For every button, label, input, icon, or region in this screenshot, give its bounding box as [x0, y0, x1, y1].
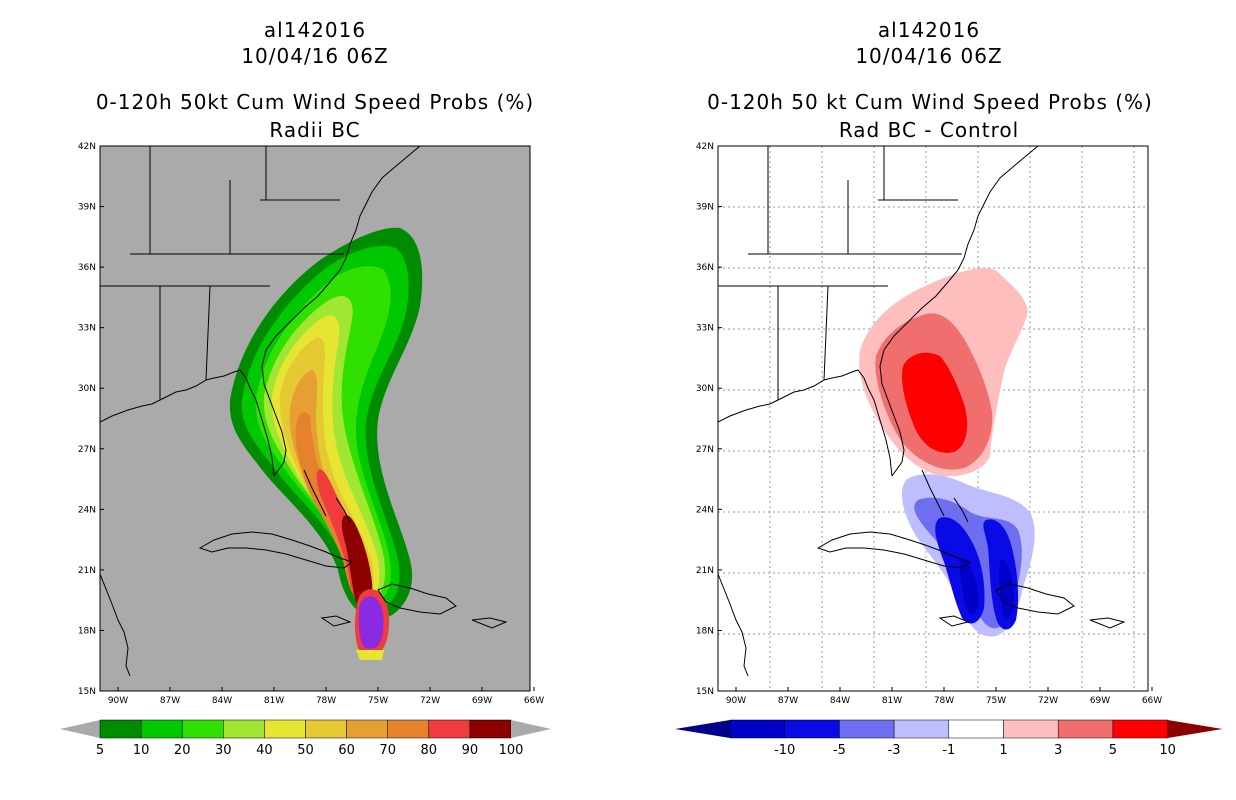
right-colorbar-swatch: [729, 719, 785, 739]
left-lon-label: 72W: [420, 696, 440, 706]
right-lat-label: 18N: [696, 626, 714, 636]
right-colorbar-swatch: [1112, 719, 1168, 739]
left-lon-label: 81W: [264, 696, 284, 706]
right-colorbar-label: -3: [888, 743, 901, 758]
left-lat-label: 21N: [78, 566, 96, 576]
left-datetime: 10/04/16 06Z: [241, 44, 389, 68]
left-colorbar-label: 30: [215, 743, 232, 758]
left-lat-label: 15N: [78, 687, 96, 697]
right-map: [717, 145, 1149, 692]
right-lon-label: 69W: [1090, 696, 1110, 706]
left-lat-label: 33N: [78, 324, 96, 334]
left-colorbar-swatch: [264, 719, 306, 739]
right-lon-labels: 90W 87W 84W 81W 78W 75W 72W 69W 66W: [726, 687, 1162, 706]
left-lat-label: 39N: [78, 203, 96, 213]
left-lon-label: 69W: [472, 696, 492, 706]
left-map: [99, 145, 531, 692]
left-subtitle: Radii BC: [269, 118, 361, 142]
left-lon-label: 78W: [316, 696, 336, 706]
left-lat-label: 36N: [78, 263, 96, 273]
right-lat-labels: 42N 39N 36N 33N 30N 27N 24N 21N 18N 15N: [696, 142, 722, 697]
left-lat-label: 18N: [78, 626, 96, 636]
right-colorbar-low-extend: [675, 720, 730, 738]
right-colorbar-label: -5: [833, 743, 846, 758]
left-colorbar-label: 100: [499, 743, 524, 758]
right-title: 0-120h 50 kt Cum Wind Speed Probs (%): [707, 90, 1153, 114]
left-colorbar-label: 70: [379, 743, 396, 758]
right-colorbar-label: 5: [1109, 743, 1117, 758]
right-lon-label: 84W: [830, 696, 850, 706]
left-colorbar-swatch: [469, 719, 512, 739]
right-lat-label: 24N: [696, 505, 714, 515]
right-lat-label: 21N: [696, 566, 714, 576]
right-colorbar-label: 10: [1159, 743, 1176, 758]
left-colorbar-label: 50: [297, 743, 314, 758]
left-storm-id: al142016: [263, 18, 367, 42]
right-lat-label: 36N: [696, 263, 714, 273]
left-colorbar-swatch: [305, 719, 347, 739]
left-colorbar-swatch: [346, 719, 388, 739]
left-probability-swath: [100, 146, 507, 677]
right-lat-label: 30N: [696, 384, 714, 394]
right-colorbar-high-extend: [1167, 720, 1223, 738]
left-colorbar: 5 10 20 30 40 50 60 70 80 90 100: [60, 719, 551, 758]
left-colorbar-label: 20: [174, 743, 191, 758]
right-colorbar-swatch: [948, 719, 1004, 739]
right-lon-label: 81W: [882, 696, 902, 706]
right-lon-label: 78W: [934, 696, 954, 706]
left-colorbar-label: 10: [133, 743, 150, 758]
left-lon-label: 75W: [368, 696, 388, 706]
right-lon-label: 72W: [1038, 696, 1058, 706]
left-lon-labels: 90W 87W 84W 81W 78W 75W 72W 69W 66W: [108, 687, 544, 706]
right-lat-label: 39N: [696, 203, 714, 213]
right-lon-label: 90W: [726, 696, 746, 706]
right-lat-label: 15N: [696, 687, 714, 697]
right-colorbar-swatch: [1003, 719, 1059, 739]
right-lat-label: 33N: [696, 324, 714, 334]
left-title: 0-120h 50kt Cum Wind Speed Probs (%): [95, 90, 535, 114]
right-colorbar-label: 1: [999, 743, 1007, 758]
left-colorbar-swatch: [99, 719, 142, 739]
left-lon-label: 84W: [212, 696, 232, 706]
left-colorbar-label: 40: [256, 743, 273, 758]
left-colorbar-label: 5: [96, 743, 104, 758]
left-colorbar-swatch: [387, 719, 430, 739]
right-lat-label: 42N: [696, 142, 714, 152]
right-datetime: 10/04/16 06Z: [855, 44, 1003, 68]
left-lat-labels: 42N 39N 36N 33N 30N 27N 24N 21N 18N 15N: [78, 142, 104, 697]
right-lon-label: 66W: [1142, 696, 1162, 706]
left-lat-label: 24N: [78, 505, 96, 515]
left-colorbar-swatch: [223, 719, 265, 739]
right-colorbar-label: 3: [1054, 743, 1062, 758]
left-lat-label: 27N: [78, 445, 96, 455]
left-lon-label: 87W: [160, 696, 180, 706]
right-colorbar: -10 -5 -3 -1 1 3 5 10: [675, 719, 1223, 758]
right-lon-label: 75W: [986, 696, 1006, 706]
left-colorbar-label: 80: [421, 743, 438, 758]
left-colorbar-swatch: [181, 719, 224, 739]
right-lon-label: 87W: [778, 696, 798, 706]
left-lon-label: 66W: [524, 696, 544, 706]
right-storm-id: al142016: [877, 18, 981, 42]
left-colorbar-swatch: [140, 719, 183, 739]
left-lat-label: 30N: [78, 384, 96, 394]
left-colorbar-swatch: [428, 719, 471, 739]
right-lat-label: 27N: [696, 445, 714, 455]
right-colorbar-swatch: [784, 719, 840, 739]
left-colorbar-label: 90: [462, 743, 479, 758]
right-difference-field: [718, 146, 1125, 677]
right-colorbar-swatch: [1057, 719, 1114, 739]
right-colorbar-label: -10: [774, 743, 795, 758]
left-colorbar-low-extend: [60, 720, 100, 738]
right-colorbar-swatch: [893, 719, 950, 739]
right-subtitle: Rad BC - Control: [838, 118, 1020, 142]
right-colorbar-label: -1: [942, 743, 955, 758]
left-colorbar-label: 60: [338, 743, 355, 758]
left-lat-label: 42N: [78, 142, 96, 152]
right-colorbar-swatch: [839, 719, 895, 739]
left-lon-label: 90W: [108, 696, 128, 706]
left-colorbar-high-extend: [511, 720, 551, 738]
